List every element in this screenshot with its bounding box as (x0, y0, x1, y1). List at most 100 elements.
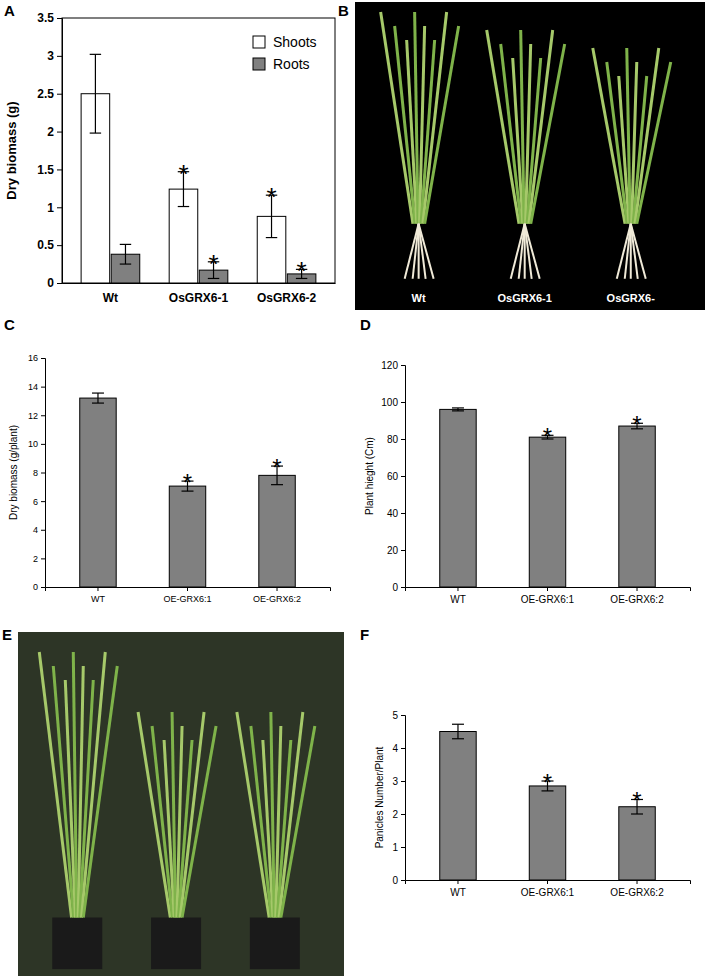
bar (529, 786, 565, 880)
tick-label: 2 (392, 809, 398, 820)
tick-label: 1.5 (37, 163, 54, 177)
x-axis: WTOE-GRX6:1OE-GRX6:2 (406, 587, 691, 605)
tick: OE-GRX6:1 (163, 587, 211, 604)
bar (440, 409, 476, 587)
tick: 0 (392, 875, 405, 886)
significance-mark: * (543, 769, 552, 796)
root (625, 224, 631, 279)
tick-label: 3 (392, 776, 398, 787)
tick: OE-GRX6:1 (521, 587, 575, 605)
significance-mark: * (297, 256, 307, 286)
photo (355, 2, 705, 310)
leaf (281, 726, 315, 918)
leaf (83, 666, 117, 918)
leaf (531, 44, 565, 224)
bar (169, 486, 205, 587)
tick-mark (401, 847, 405, 848)
axis-line (406, 881, 691, 885)
tick-label: WT (450, 887, 466, 898)
tick-mark (401, 748, 405, 749)
photo-background (18, 632, 344, 976)
error-bar-line (97, 393, 98, 403)
tick-mark (637, 880, 638, 884)
tick: 3 (47, 49, 62, 63)
tick-label: 3 (47, 49, 54, 63)
significance-mark: * (632, 787, 641, 814)
panel-label: F (360, 626, 369, 643)
root (419, 224, 434, 279)
tick: 40 (387, 508, 405, 519)
tick: OE-GRX6:2 (253, 587, 301, 604)
tick-mark (41, 587, 45, 588)
panel-label: B (338, 2, 349, 19)
plot-frame (62, 18, 335, 283)
tick-mark (57, 132, 62, 133)
tick-label: 6 (33, 497, 38, 507)
leaf (521, 30, 524, 224)
tick-mark (401, 365, 405, 366)
tick-label: 2 (47, 125, 54, 139)
error-bar-line (452, 407, 464, 408)
y-axis: 0246810121416 (28, 353, 46, 592)
x-axis: WtOsGRX6-1OsGRX6-2 (63, 283, 336, 305)
photo (18, 632, 344, 976)
significance-mark: * (632, 411, 641, 438)
tick: OsGRX6-1 (169, 283, 229, 305)
pot (151, 918, 201, 970)
tick: 1 (47, 201, 62, 215)
tick-mark (401, 550, 405, 551)
photo-label: OsGRX6-1 (497, 292, 551, 304)
tick: 0 (33, 582, 45, 592)
error-bar-line (92, 402, 104, 403)
error-bar (452, 724, 464, 739)
tick: WT (450, 587, 466, 605)
tick-label: 3.5 (37, 11, 54, 25)
plot-area (440, 724, 656, 880)
tick-mark (41, 358, 45, 359)
legend: ShootsRoots (253, 34, 317, 72)
tick: 10 (28, 439, 45, 449)
legend-label: Shoots (273, 34, 317, 50)
tick: 2 (392, 809, 405, 820)
significance-mark: * (178, 159, 188, 189)
significance-mark: * (543, 423, 552, 450)
bar (529, 437, 565, 587)
tick-label: 14 (28, 382, 38, 392)
bar (619, 807, 655, 880)
tick: 3 (392, 776, 405, 787)
tick-mark (401, 715, 405, 716)
tick: 100 (381, 397, 405, 408)
tick-mark (277, 587, 278, 591)
tick-label: OE-GRX6:2 (610, 887, 664, 898)
tick: 120 (381, 360, 405, 371)
significance-mark: * (183, 469, 192, 496)
tick-mark (41, 530, 45, 531)
tick-label: 2 (33, 554, 38, 564)
tick: 6 (33, 497, 45, 507)
tick-mark (401, 402, 405, 403)
bar (259, 475, 295, 587)
axis-line (401, 366, 406, 588)
photo-label: OsGRX6- (607, 292, 656, 304)
tick-label: 0 (392, 875, 398, 886)
axis-line (41, 359, 46, 588)
tick-mark (401, 814, 405, 815)
root (419, 224, 426, 279)
root (617, 224, 631, 279)
tick-mark (57, 169, 62, 170)
tick-mark (547, 587, 548, 591)
axis-line (57, 19, 63, 284)
tick-label: 0 (33, 582, 38, 592)
tick: WT (450, 880, 466, 898)
root (519, 224, 525, 279)
tick-label: 8 (33, 468, 38, 478)
tick-label: 0 (47, 276, 54, 290)
tick: 80 (387, 434, 405, 445)
error-bar-line (125, 244, 126, 264)
root (631, 224, 638, 279)
tick-mark (57, 245, 62, 246)
leaf (271, 712, 274, 918)
figure: A****00.511.522.533.5WtOsGRX6-1OsGRX6-2D… (0, 0, 708, 978)
y-axis-title: Dry biomass (g/plant) (8, 425, 19, 520)
tick-mark (401, 781, 405, 782)
